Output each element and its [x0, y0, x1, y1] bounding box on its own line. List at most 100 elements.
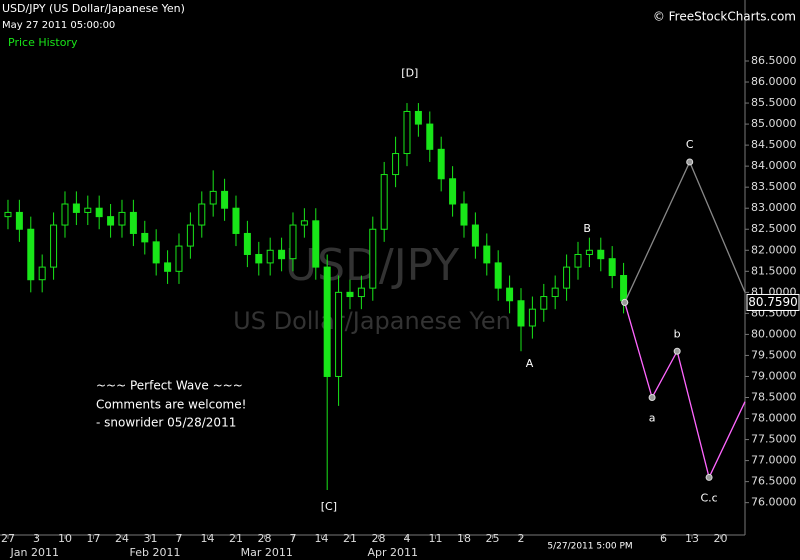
candle-body: [323, 266, 331, 377]
candle-body: [471, 224, 479, 247]
y-tick-label: 78.0000: [751, 412, 797, 425]
last-price-label: 80.7590: [748, 295, 798, 309]
y-tick-label: 83.0000: [751, 201, 797, 214]
wave-label: b: [674, 327, 681, 340]
candle-body: [50, 224, 58, 268]
y-tick-label: 81.5000: [751, 264, 797, 277]
month-label: Feb 2011: [130, 546, 181, 559]
x-tick-label: 2: [517, 532, 524, 545]
price-axis-bg: [745, 0, 800, 560]
candle-body: [4, 211, 12, 218]
candle-body: [608, 258, 616, 277]
legend-label: Price History: [8, 36, 78, 49]
candle-body: [232, 207, 240, 234]
candle-body: [38, 266, 46, 281]
candle-body: [357, 287, 365, 298]
y-tick-label: 84.0000: [751, 159, 797, 172]
y-tick-label: 79.5000: [751, 348, 797, 361]
x-tick-label: 17: [86, 532, 100, 545]
wave-point: [686, 158, 694, 166]
y-tick-label: 86.0000: [751, 75, 797, 88]
x-tick-label: 28: [371, 532, 385, 545]
y-tick-label: 83.5000: [751, 180, 797, 193]
wave-label: B: [583, 222, 591, 235]
x-tick-label: 13: [685, 532, 699, 545]
y-tick-label: 82.5000: [751, 222, 797, 235]
candle-body: [528, 308, 536, 327]
wave-point: [621, 298, 629, 306]
chart-title: USD/JPY (US Dollar/Japanese Yen): [2, 2, 185, 15]
candle-body: [278, 249, 286, 260]
candle-body: [266, 249, 274, 264]
candle-body: [198, 203, 206, 226]
candle-body: [540, 296, 548, 310]
y-tick-label: 78.5000: [751, 391, 797, 404]
candle-body: [460, 203, 468, 226]
chart-subtitle: May 27 2011 05:00:00: [2, 20, 115, 31]
candle-body: [107, 216, 115, 226]
candle-body: [221, 190, 229, 209]
candle-body: [118, 211, 126, 226]
x-tick-label: 21: [229, 532, 243, 545]
candle-body: [346, 291, 354, 298]
candle-body: [255, 253, 263, 264]
candle-body: [61, 203, 69, 226]
candle-body: [574, 253, 582, 268]
x-tick-label: 25: [485, 532, 499, 545]
wave-point: [705, 473, 713, 481]
y-tick-label: 77.0000: [751, 454, 797, 467]
x-tick-label: 3: [33, 532, 40, 545]
y-tick-label: 76.5000: [751, 475, 797, 488]
comment: Comments are welcome!: [96, 398, 246, 412]
candle-body: [243, 232, 251, 255]
candle-body: [494, 262, 502, 289]
y-tick-label: 79.0000: [751, 369, 797, 382]
candle-body: [95, 207, 103, 218]
candle-body: [449, 178, 457, 205]
candle-body: [141, 232, 149, 243]
candle-body: [437, 148, 445, 180]
candle-body: [506, 287, 514, 302]
candle-body: [72, 203, 80, 213]
candle-body: [186, 224, 194, 247]
month-label: Mar 2011: [241, 546, 293, 559]
watermark-sub: US Dollar/Japanese Yen: [233, 307, 511, 335]
candle-body: [369, 228, 377, 289]
y-tick-label: 85.0000: [751, 117, 797, 130]
candle-body: [289, 224, 297, 260]
candle-body: [152, 241, 160, 264]
candle-body: [164, 262, 172, 272]
candle-body: [414, 110, 422, 125]
candle-body: [551, 287, 559, 298]
x-tick-label: 7: [175, 532, 182, 545]
wave-line: [624, 160, 746, 303]
wave-label: C: [686, 138, 694, 151]
candle-body: [300, 220, 308, 226]
last-price-box: [746, 293, 800, 311]
candle-body: [426, 123, 434, 150]
x-tick-label: 24: [115, 532, 129, 545]
y-tick-label: 80.0000: [751, 327, 797, 340]
wave-point: [648, 394, 656, 401]
wave-label: [D]: [401, 67, 418, 80]
y-tick-label: 86.5000: [751, 54, 797, 67]
x-tick-label: 20: [713, 532, 727, 545]
y-tick-label: 85.5000: [751, 96, 797, 109]
candle-body: [620, 275, 628, 302]
source: © FreeStockCharts.com: [653, 10, 796, 24]
x-tick-label: 4: [403, 532, 410, 545]
date-label: 5/27/2011 5:00 PM: [547, 542, 632, 552]
y-tick-label: 82.0000: [751, 243, 797, 256]
candle-body: [517, 300, 525, 327]
candle-body: [585, 249, 593, 255]
candle-body: [129, 211, 137, 234]
x-tick-label: 10: [58, 532, 72, 545]
candle-body: [27, 228, 35, 281]
comment: - snowrider 05/28/2011: [96, 416, 236, 430]
x-tick-label: 21: [343, 532, 357, 545]
candle-body: [392, 153, 400, 176]
candle-body: [597, 249, 605, 260]
candle-body: [563, 266, 571, 289]
wave-label: a: [649, 412, 656, 425]
